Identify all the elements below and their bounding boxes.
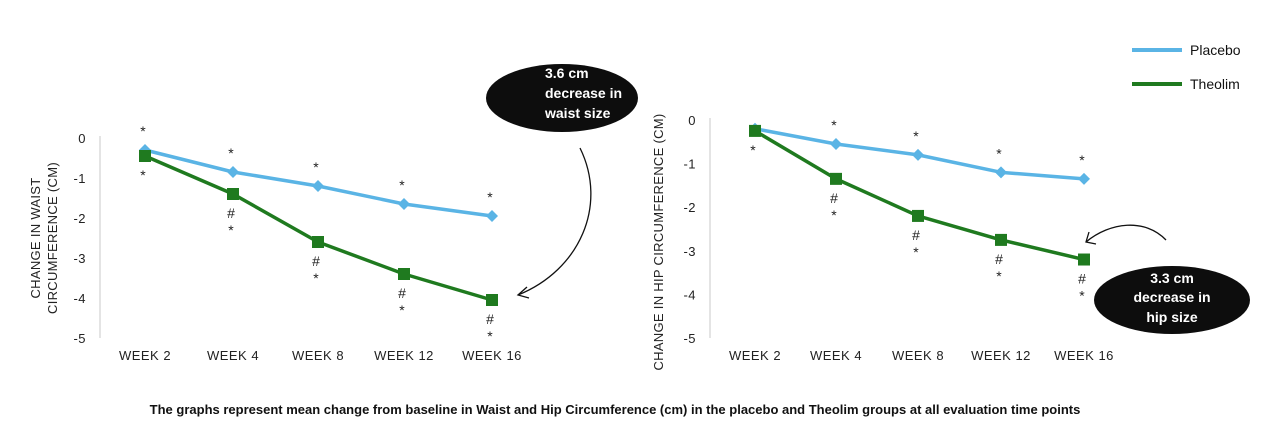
data-point-theolim: [830, 172, 842, 185]
y-tick-label: -5: [683, 331, 696, 346]
data-point-theolim: [749, 124, 761, 137]
y-tick-label: -5: [73, 331, 86, 346]
y-tick-label: -4: [683, 287, 696, 302]
y-axis-title: CHANGE IN WAIST: [28, 177, 43, 298]
data-point-placebo: [830, 137, 842, 150]
significance-mark: *: [996, 145, 1002, 161]
data-point-theolim: [995, 233, 1007, 246]
y-tick-label: -2: [73, 211, 86, 226]
data-point-theolim: [139, 150, 151, 162]
significance-mark: *: [140, 123, 146, 139]
data-point-placebo: [486, 210, 498, 222]
significance-mark: *: [399, 302, 405, 318]
x-tick-label: WEEK 2: [119, 348, 171, 363]
data-point-placebo: [312, 180, 324, 192]
waist-chart: 0 -1 -2 -3 -4 -5 WEEK 2 WEEK 4 WEEK 8 WEEK 12 WEEK…: [28, 64, 638, 363]
significance-mark: #: [227, 205, 235, 221]
x-tick-label: WEEK 8: [892, 348, 944, 363]
data-point-placebo: [995, 166, 1007, 179]
data-point-theolim: [912, 209, 924, 222]
significance-mark: *: [140, 167, 146, 183]
arrow-head: [1085, 231, 1097, 245]
significance-mark: *: [313, 270, 319, 286]
significance-mark: #: [995, 251, 1003, 267]
significance-mark: *: [913, 244, 919, 260]
significance-mark: #: [398, 285, 406, 301]
significance-mark: *: [487, 189, 493, 205]
data-point-theolim: [1078, 253, 1090, 266]
significance-mark: *: [831, 117, 837, 133]
x-tick-label: WEEK 16: [1054, 348, 1114, 363]
y-tick-label: -4: [73, 291, 86, 306]
data-point-theolim: [312, 236, 324, 248]
significance-mark: #: [830, 190, 838, 206]
significance-mark: *: [228, 222, 234, 238]
legend: Placebo Theolim: [1132, 42, 1241, 92]
significance-mark: #: [1078, 271, 1086, 287]
data-point-theolim: [398, 268, 410, 280]
data-point-placebo: [912, 148, 924, 161]
significance-mark: *: [1079, 288, 1085, 304]
x-tick-label: WEEK 4: [207, 348, 259, 363]
significance-mark: *: [399, 177, 405, 193]
y-tick-label: -1: [73, 171, 86, 186]
significance-mark: *: [831, 207, 837, 223]
significance-mark: #: [486, 311, 494, 327]
hip-chart: 0 -1 -2 -3 -4 -5 WEEK 2 WEEK 4 WEEK 8 WEEK 12 WEEK…: [651, 113, 1250, 371]
y-tick-label: -3: [73, 251, 86, 266]
annotation-text: decrease in: [1133, 289, 1210, 305]
significance-mark: #: [912, 227, 920, 243]
data-point-placebo: [227, 166, 239, 178]
data-point-placebo: [398, 198, 410, 210]
y-axis-title: CHANGE IN HIP CIRCUMFERENCE (CM): [651, 113, 666, 370]
annotation-bubble: [1094, 266, 1250, 334]
data-point-theolim: [486, 294, 498, 306]
significance-mark: *: [996, 268, 1002, 284]
significance-mark: *: [487, 328, 493, 344]
annotation-text: hip size: [1146, 309, 1198, 325]
annotation-arrow: [1085, 224, 1167, 243]
significance-mark: *: [750, 142, 756, 158]
x-tick-label: WEEK 2: [729, 348, 781, 363]
significance-mark: #: [312, 253, 320, 269]
data-point-theolim: [227, 188, 239, 200]
significance-mark: *: [913, 128, 919, 144]
figure-caption: The graphs represent mean change from ba…: [149, 402, 1081, 417]
significance-mark: *: [228, 145, 234, 161]
significance-mark: *: [313, 159, 319, 175]
arrow-head: [516, 286, 530, 299]
y-tick-label: 0: [688, 113, 696, 128]
x-tick-label: WEEK 16: [462, 348, 522, 363]
annotation-arrow: [517, 147, 592, 296]
legend-label-theolim: Theolim: [1190, 76, 1240, 92]
annotation-text: 3.6 cm: [545, 65, 589, 81]
annotation-text: decrease in: [545, 85, 622, 101]
x-tick-label: WEEK 12: [971, 348, 1031, 363]
x-tick-label: WEEK 8: [292, 348, 344, 363]
x-tick-label: WEEK 12: [374, 348, 434, 363]
y-tick-label: -3: [683, 244, 696, 259]
legend-label-placebo: Placebo: [1190, 42, 1241, 58]
y-tick-label: 0: [78, 131, 86, 146]
x-tick-label: WEEK 4: [810, 348, 862, 363]
data-point-placebo: [1078, 172, 1090, 185]
annotation-text: 3.3 cm: [1150, 270, 1194, 286]
y-axis-title: CIRCUMFERENCE (CM): [45, 162, 60, 314]
y-tick-label: -2: [683, 200, 696, 215]
annotation-bubble: [486, 64, 638, 132]
annotation-text: waist size: [544, 105, 611, 121]
significance-mark: *: [1079, 152, 1085, 168]
y-tick-label: -1: [683, 157, 696, 172]
